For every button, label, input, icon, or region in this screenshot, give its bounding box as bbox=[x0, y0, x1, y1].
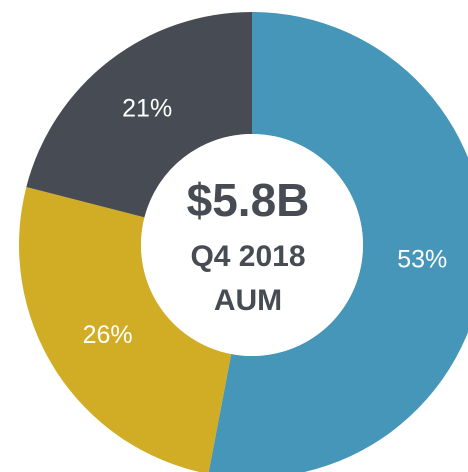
donut-hole bbox=[141, 134, 363, 356]
center-value: $5.8B bbox=[187, 174, 310, 226]
slice-label: 26% bbox=[83, 321, 133, 349]
slice bbox=[19, 187, 232, 472]
slice bbox=[26, 12, 252, 218]
slice-label: 53% bbox=[397, 246, 447, 274]
center-period: Q4 2018 bbox=[190, 240, 305, 273]
slice-label: 21% bbox=[122, 94, 172, 122]
center-caption: AUM bbox=[214, 284, 282, 317]
slice bbox=[208, 12, 468, 472]
slices bbox=[19, 12, 468, 472]
